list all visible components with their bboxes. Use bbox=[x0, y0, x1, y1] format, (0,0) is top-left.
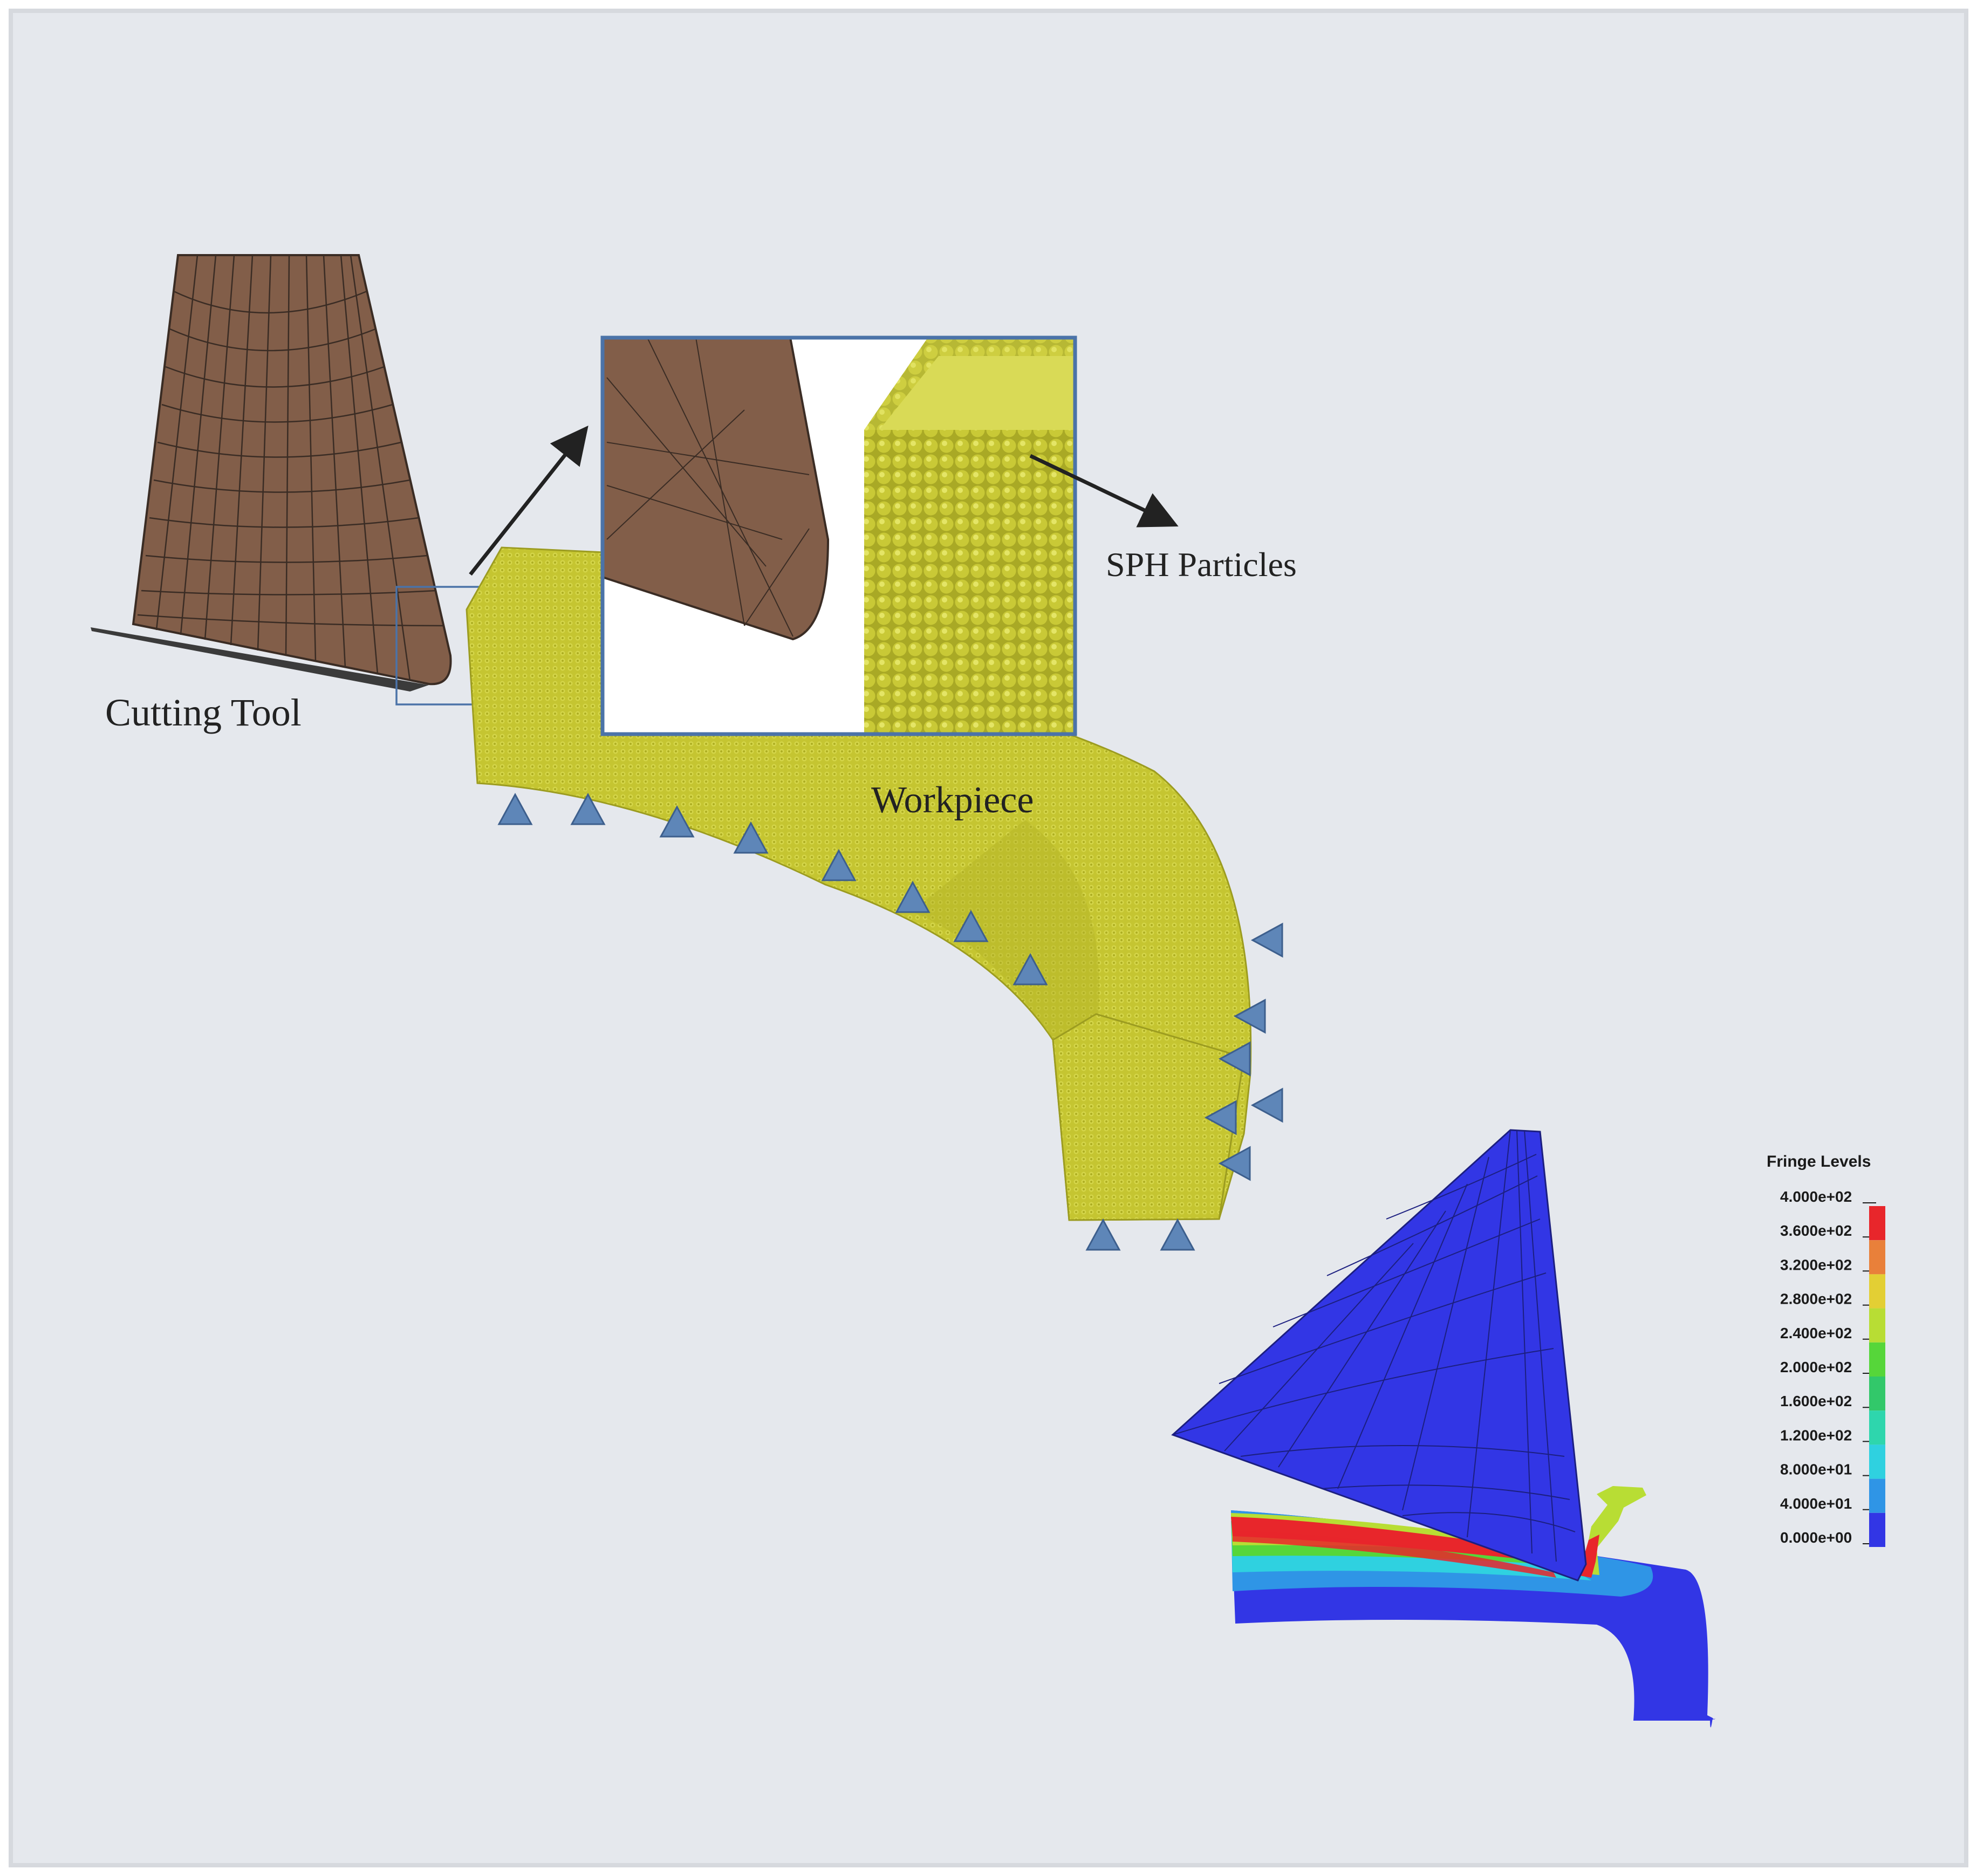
legend-level-label: 2.800e+02 bbox=[1780, 1291, 1852, 1307]
constraint-triangle bbox=[570, 792, 606, 825]
constraint-triangle bbox=[733, 821, 769, 854]
constraint-triangle bbox=[1013, 953, 1048, 985]
constraint-triangle bbox=[497, 792, 533, 825]
zoom-tool-mesh bbox=[606, 338, 810, 637]
constraint-triangle bbox=[1160, 1218, 1195, 1251]
legend-level-label: 3.600e+02 bbox=[1780, 1222, 1852, 1239]
zoom-tool-body bbox=[603, 338, 830, 641]
boundary-constraints bbox=[497, 792, 1195, 1251]
legend-color-swatch bbox=[1869, 1512, 1885, 1547]
legend-level-label: 4.000e+01 bbox=[1780, 1495, 1852, 1512]
fringe-legend: Fringe Levels 4.000e+02 3.600e+02 3.200e+0… bbox=[1767, 1153, 1885, 1547]
cutting-tool-body bbox=[132, 254, 452, 686]
cutting-tool bbox=[91, 254, 452, 691]
legend-level-label: 2.000e+02 bbox=[1780, 1359, 1852, 1375]
cutting-tool-edge bbox=[91, 627, 429, 691]
constraint-triangle-side bbox=[1250, 922, 1283, 958]
simulation-result bbox=[1171, 1129, 1715, 1728]
legend-color-swatch bbox=[1869, 1342, 1885, 1377]
constraint-triangle-side bbox=[1218, 1146, 1251, 1181]
constraint-triangle-side bbox=[1218, 1041, 1251, 1077]
constraint-triangle-side bbox=[1233, 998, 1266, 1034]
constraint-triangle bbox=[659, 805, 695, 838]
legend-color-swatch bbox=[1869, 1274, 1885, 1309]
legend-color-swatch bbox=[1869, 1308, 1885, 1343]
label-workpiece: Workpiece bbox=[871, 779, 1034, 821]
legend-level-label: 8.000e+01 bbox=[1780, 1461, 1852, 1478]
legend-levels: 4.000e+02 3.600e+02 3.200e+02 2.800e+02 2.40… bbox=[1780, 1188, 1876, 1546]
legend-level-label: 4.000e+02 bbox=[1780, 1188, 1852, 1205]
result-high-stress-layer bbox=[1231, 1517, 1567, 1564]
legend-color-bar bbox=[1869, 1206, 1885, 1547]
constraint-triangle-side bbox=[1204, 1100, 1237, 1135]
workpiece-inner-shade bbox=[912, 820, 1099, 1046]
legend-level-label: 1.200e+02 bbox=[1780, 1427, 1852, 1443]
zoom-particle-top-overlay bbox=[864, 338, 1075, 430]
cutting-tool-mesh bbox=[137, 255, 444, 681]
legend-level-label: 0.000e+00 bbox=[1780, 1529, 1852, 1546]
workpiece-end-face bbox=[1052, 1013, 1245, 1221]
constraint-triangle bbox=[1085, 1218, 1121, 1251]
legend-color-swatch bbox=[1869, 1478, 1885, 1513]
zoom-inset bbox=[600, 336, 1077, 736]
result-high-stress-strip bbox=[1233, 1531, 1556, 1578]
legend-color-swatch bbox=[1869, 1240, 1885, 1275]
zoom-particle-front bbox=[864, 430, 1075, 734]
legend-level-label: 1.600e+02 bbox=[1780, 1393, 1852, 1409]
result-tool-mesh bbox=[1172, 1129, 1576, 1562]
legend-level-label: 2.400e+02 bbox=[1780, 1325, 1852, 1341]
constraint-triangle bbox=[821, 848, 857, 881]
constraint-triangle-side bbox=[1250, 1087, 1283, 1123]
zoom-arrow bbox=[469, 426, 589, 576]
legend-level-label: 3.200e+02 bbox=[1780, 1256, 1852, 1273]
zoom-inset-border bbox=[600, 336, 1077, 736]
legend-color-swatch bbox=[1869, 1206, 1885, 1241]
legend-color-swatch bbox=[1869, 1444, 1885, 1479]
legend-title: Fringe Levels bbox=[1767, 1153, 1871, 1170]
sph-pointer-arrow bbox=[1029, 454, 1179, 528]
constraint-triangle bbox=[953, 909, 989, 942]
legend-color-swatch bbox=[1869, 1377, 1885, 1411]
label-cutting-tool: Cutting Tool bbox=[105, 691, 302, 734]
constraint-triangle bbox=[895, 880, 931, 913]
side-constraints bbox=[1204, 922, 1283, 1181]
legend-color-swatch bbox=[1869, 1411, 1885, 1445]
label-sph-particles: SPH Particles bbox=[1106, 545, 1297, 584]
